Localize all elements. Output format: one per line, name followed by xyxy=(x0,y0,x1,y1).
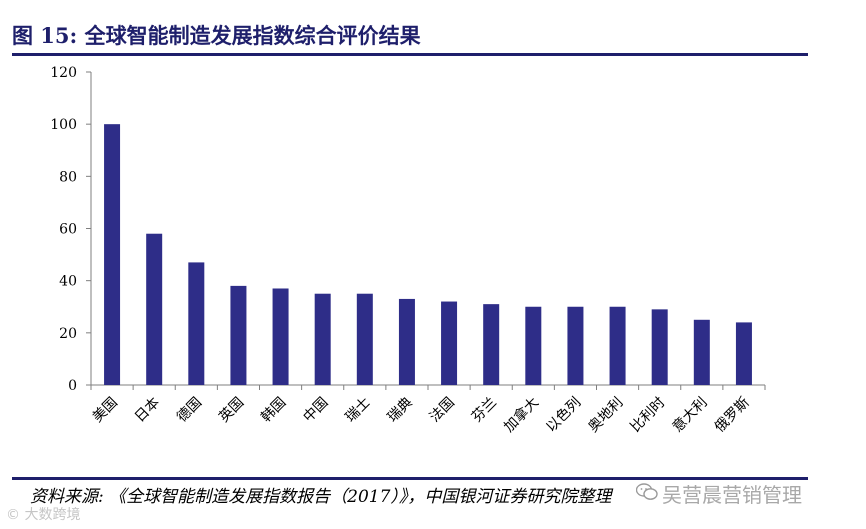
category-label: 奥地利 xyxy=(585,394,627,436)
category-label: 比利时 xyxy=(628,395,669,436)
bar xyxy=(314,293,331,385)
y-tick-label: 60 xyxy=(59,222,77,238)
category-label: 俄罗斯 xyxy=(712,395,753,436)
y-tick-label: 100 xyxy=(50,117,77,133)
category-label: 英国 xyxy=(215,394,247,426)
bar xyxy=(272,288,289,385)
bar xyxy=(735,322,752,385)
bar xyxy=(693,319,710,385)
category-label: 瑞士 xyxy=(343,395,374,426)
bar-series xyxy=(104,124,752,386)
watermark-left: © 大数跨境 xyxy=(6,507,81,523)
bar xyxy=(104,124,121,386)
bar xyxy=(146,233,163,385)
figure-title: 图 15: 全球智能制造发展指数综合评价结果 xyxy=(12,23,421,48)
bar xyxy=(230,285,247,385)
source-rule xyxy=(12,477,808,480)
category-label: 法国 xyxy=(427,395,458,426)
category-label: 中国 xyxy=(300,395,331,426)
category-label: 加拿大 xyxy=(500,394,542,436)
y-tick-label: 120 xyxy=(50,65,77,81)
watermark-right: 吴营晨营销管理 xyxy=(662,483,802,507)
bar xyxy=(441,301,458,385)
bar xyxy=(356,293,373,385)
y-tick-label: 0 xyxy=(68,378,77,394)
y-axis: 0 20 40 60 80 100 120 xyxy=(50,65,92,394)
y-tick-label: 80 xyxy=(59,169,77,185)
title-rule xyxy=(12,53,808,56)
bar xyxy=(188,262,205,385)
bar xyxy=(567,306,584,385)
category-label: 德国 xyxy=(174,395,205,426)
category-label: 芬兰 xyxy=(469,395,500,426)
category-label: 瑞典 xyxy=(385,395,416,426)
category-label: 日本 xyxy=(132,395,163,426)
bar xyxy=(609,306,626,385)
wechat-icon xyxy=(636,483,658,500)
bar xyxy=(651,309,668,385)
category-label: 意大利 xyxy=(669,394,711,436)
bar xyxy=(525,306,542,385)
bar xyxy=(398,298,415,385)
y-tick-label: 20 xyxy=(59,326,77,342)
category-label: 韩国 xyxy=(258,395,289,426)
x-axis xyxy=(90,384,766,390)
category-labels: 美国 日本 德国 英国 韩国 中国 瑞士 瑞典 法国 芬兰 加拿大 以色列 奥地利 比利时 意大利 俄罗斯 xyxy=(90,394,753,436)
bar xyxy=(483,304,500,385)
y-tick-label: 40 xyxy=(59,274,77,290)
source-note: 资料来源: 《全球智能制造发展指数报告（2017）》，中国银河证券研究院整理 xyxy=(30,487,612,507)
category-label: 美国 xyxy=(90,395,121,426)
category-label: 以色列 xyxy=(543,394,585,436)
